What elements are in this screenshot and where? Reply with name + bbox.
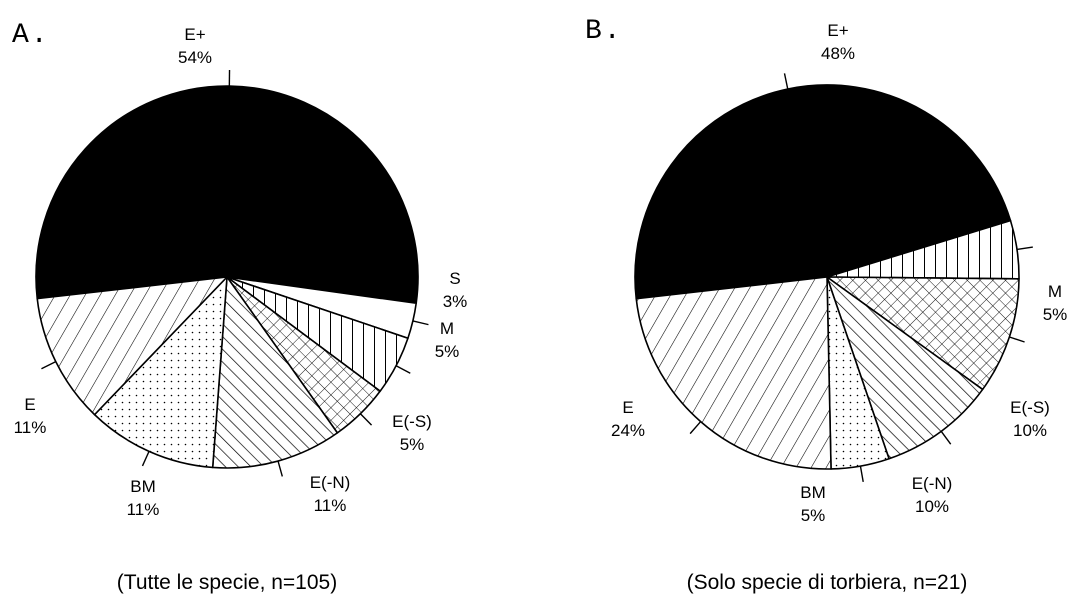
- pie-chart-a: E+ 54% S 3% M 5% E(-S) 5% E(-N) 11% BM 11% E 11%: [14, 25, 468, 519]
- panel-b-letter: B.: [585, 16, 623, 47]
- caption-a: (Tutte le specie, n=105): [116, 571, 338, 594]
- slice-percent-m: 5%: [1043, 305, 1068, 324]
- slice-name-e-n: E(-N): [912, 474, 953, 493]
- leader-tick-bm: [141, 451, 150, 467]
- slice-name-m: M: [1048, 282, 1062, 301]
- slice-percent-e: 11%: [14, 418, 47, 437]
- slice-percent-e: 48%: [821, 44, 855, 63]
- leader-tick-e: [689, 421, 702, 435]
- leader-tick-bm: [859, 465, 864, 482]
- pie-slice-e: [36, 276, 228, 416]
- slice-name-s: S: [449, 269, 460, 288]
- leader-tick-e: [783, 73, 789, 90]
- slice-name-e: E+: [184, 25, 205, 44]
- slice-label-e: E 11%: [14, 395, 47, 437]
- leader-tick-e-s: [1009, 336, 1025, 343]
- slice-percent-e-n: 11%: [314, 496, 347, 515]
- slice-percent-e: 24%: [611, 421, 645, 440]
- slice-name-e-s: E(-S): [392, 412, 432, 431]
- slice-label-e: E+ 48%: [821, 21, 855, 63]
- leader-tick-e: [41, 361, 57, 370]
- pie-slice-e: [635, 276, 832, 470]
- slice-name-e: E: [622, 398, 633, 417]
- slice-percent-e-s: 10%: [1013, 421, 1047, 440]
- slice-label-m: M 5%: [435, 319, 460, 361]
- slice-label-m: M 5%: [1043, 282, 1068, 324]
- slice-name-e: E+: [827, 21, 848, 40]
- slice-label-e-n: E(-N) 10%: [912, 474, 953, 516]
- slice-percent-s: 3%: [443, 292, 468, 311]
- slice-percent-bm: 11%: [127, 500, 160, 519]
- slice-name-e-n: E(-N): [310, 473, 351, 492]
- slice-name-bm: BM: [130, 477, 156, 496]
- slice-percent-bm: 5%: [801, 506, 826, 525]
- slice-name-e: E: [24, 395, 35, 414]
- slice-label-e-n: E(-N) 11%: [310, 473, 351, 515]
- leader-tick-m: [395, 365, 411, 374]
- slice-label-e-s: E(-S) 5%: [392, 412, 432, 454]
- slice-label-e: E 24%: [611, 398, 645, 440]
- slice-label-e: E+ 54%: [178, 25, 212, 67]
- leader-tick-s: [412, 320, 429, 326]
- slice-percent-e: 54%: [178, 48, 212, 67]
- leader-tick-e-n: [277, 460, 283, 477]
- slice-label-bm: BM 11%: [127, 477, 160, 519]
- slice-percent-e-n: 10%: [915, 497, 949, 516]
- caption-b: (Solo specie di torbiera, n=21): [686, 571, 968, 594]
- slice-name-bm: BM: [800, 483, 826, 502]
- pie-slice-e-n: [826, 276, 984, 460]
- panel-a-letter: A.: [12, 20, 50, 51]
- pie-slice-e: [35, 85, 419, 305]
- leader-tick-e-n: [940, 430, 952, 445]
- pie-slice-e-s: [826, 276, 1020, 391]
- leader-tick-e-s: [359, 413, 373, 426]
- slice-name-m: M: [440, 319, 454, 338]
- slice-percent-e-s: 5%: [400, 435, 425, 454]
- slice-label-e-s: E(-S) 10%: [1010, 398, 1050, 440]
- pie-chart-b: E+ 48% M 5% E(-S) 10% E(-N) 10% BM 5% E 24%: [611, 21, 1067, 525]
- slice-label-bm: BM 5%: [800, 483, 826, 525]
- slice-label-s: S 3%: [443, 269, 468, 311]
- slice-name-e-s: E(-S): [1010, 398, 1050, 417]
- leader-tick-m: [1016, 246, 1033, 251]
- slice-percent-m: 5%: [435, 342, 460, 361]
